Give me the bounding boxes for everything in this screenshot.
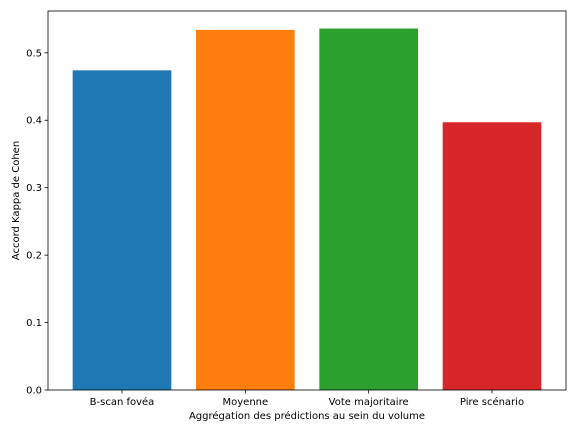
x-tick-label: Moyenne: [223, 397, 269, 408]
y-axis-ticks: 0.0 0.1 0.2 0.3 0.4 0.5: [26, 48, 48, 397]
bar-4: [442, 122, 542, 391]
x-tick-label: Pire scénario: [460, 396, 524, 408]
x-tick-label: B-scan fovéa: [90, 396, 155, 408]
y-axis-label: Accord Kappa de Cohen: [11, 141, 22, 260]
bar-3: [319, 28, 418, 391]
bar-2: [196, 29, 295, 390]
y-tick-label: 0.0: [26, 386, 42, 397]
y-tick-label: 0.3: [26, 183, 42, 194]
x-tick-label: Vote majoritaire: [329, 397, 409, 408]
y-tick-label: 0.1: [26, 318, 42, 329]
y-tick-label: 0.2: [26, 251, 42, 262]
plot-frame: [47, 10, 567, 391]
bars-group: [72, 28, 542, 391]
y-tick-label: 0.4: [26, 116, 42, 127]
x-axis-ticks: B-scan fovéa Moyenne Vote majoritaire Pire …: [90, 390, 524, 408]
x-axis-label: Aggrégation des prédictions au sein du v…: [189, 410, 425, 422]
bar-1: [72, 70, 172, 390]
y-tick-label: 0.5: [26, 48, 42, 59]
